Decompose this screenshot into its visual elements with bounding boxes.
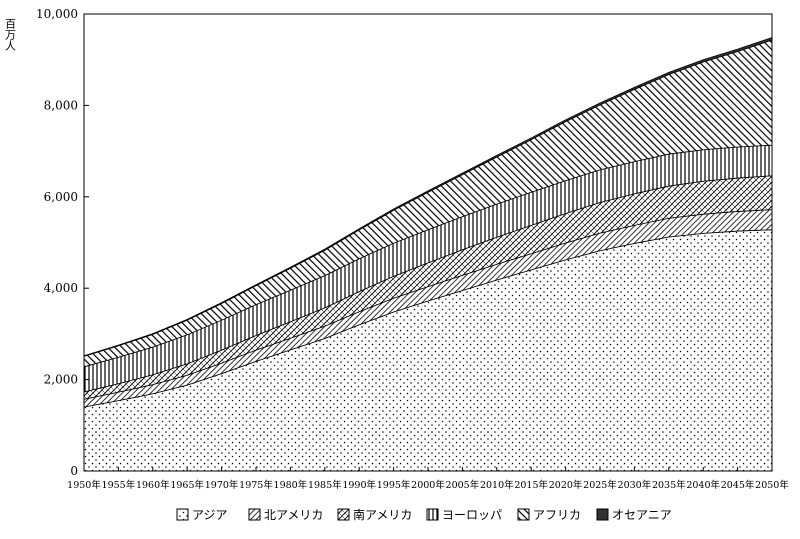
x-tick-label: 2020年: [549, 479, 583, 491]
y-tick-label: 8,000: [44, 98, 78, 112]
x-tick-label: 2030年: [618, 479, 652, 491]
legend-swatch: [337, 508, 350, 521]
y-axis-unit-label: 百万人: [4, 18, 17, 51]
x-tick-label: 2045年: [721, 479, 755, 491]
x-tick-label: 1965年: [170, 479, 204, 491]
legend-swatch: [248, 508, 261, 521]
legend-label: ヨーロッパ: [442, 508, 502, 522]
legend-label: 北アメリカ: [264, 508, 323, 522]
legend-swatch: [426, 508, 439, 521]
y-tick-label: 0: [70, 464, 78, 478]
x-tick-label: 2050年: [755, 479, 789, 491]
legend-swatch: [596, 508, 609, 521]
x-tick-label: 1985年: [308, 479, 342, 491]
y-tick-label: 10,000: [36, 7, 78, 21]
legend-label: オセアニア: [612, 508, 672, 522]
legend-label: 南アメリカ: [353, 507, 412, 522]
legend-swatch: [176, 508, 189, 521]
legend-label: アジア: [192, 508, 228, 522]
x-tick-label: 1995年: [377, 479, 411, 491]
x-tick-label: 1950年: [67, 479, 101, 491]
x-tick-label: 2000年: [411, 479, 445, 491]
area-layers: [83, 36, 773, 472]
x-tick-label: 2015年: [514, 479, 548, 491]
x-tick-label: 2025年: [583, 479, 617, 491]
y-tick-label: 4,000: [44, 281, 78, 295]
x-tick-label: 1970年: [205, 479, 239, 491]
y-axis: 0 2,000 4,000 6,000 8,000 10,000: [36, 7, 89, 478]
legend-swatch: [517, 508, 530, 521]
x-tick-label: 1960年: [136, 479, 170, 491]
x-axis: 1950年 1955年 1960年 1965年 1970年 1975年 1980年 1985年…: [67, 467, 789, 491]
x-tick-label: 2005年: [446, 479, 480, 491]
x-tick-label: 1955年: [102, 479, 136, 491]
x-tick-label: 2040年: [686, 479, 720, 491]
y-tick-label: 2,000: [44, 373, 78, 387]
x-tick-label: 1975年: [239, 479, 273, 491]
x-tick-label: 1990年: [342, 479, 376, 491]
x-tick-label: 1980年: [274, 479, 308, 491]
y-tick-label: 6,000: [44, 190, 78, 204]
legend-label: アフリカ: [533, 508, 581, 522]
x-tick-label: 2010年: [480, 479, 514, 491]
legend: アジア 北アメリカ 南アメリカ ヨーロッパ アフリカ オセアニア: [176, 507, 672, 522]
x-tick-label: 2035年: [652, 479, 686, 491]
